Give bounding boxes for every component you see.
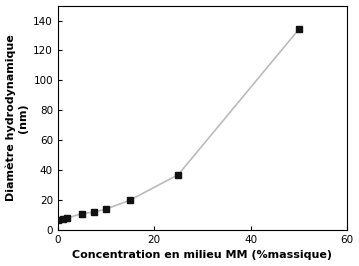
Y-axis label: Diamètre hydrodynamique
(nm): Diamètre hydrodynamique (nm) xyxy=(5,34,28,201)
X-axis label: Concentration en milieu MM (%massique): Concentration en milieu MM (%massique) xyxy=(73,251,332,260)
